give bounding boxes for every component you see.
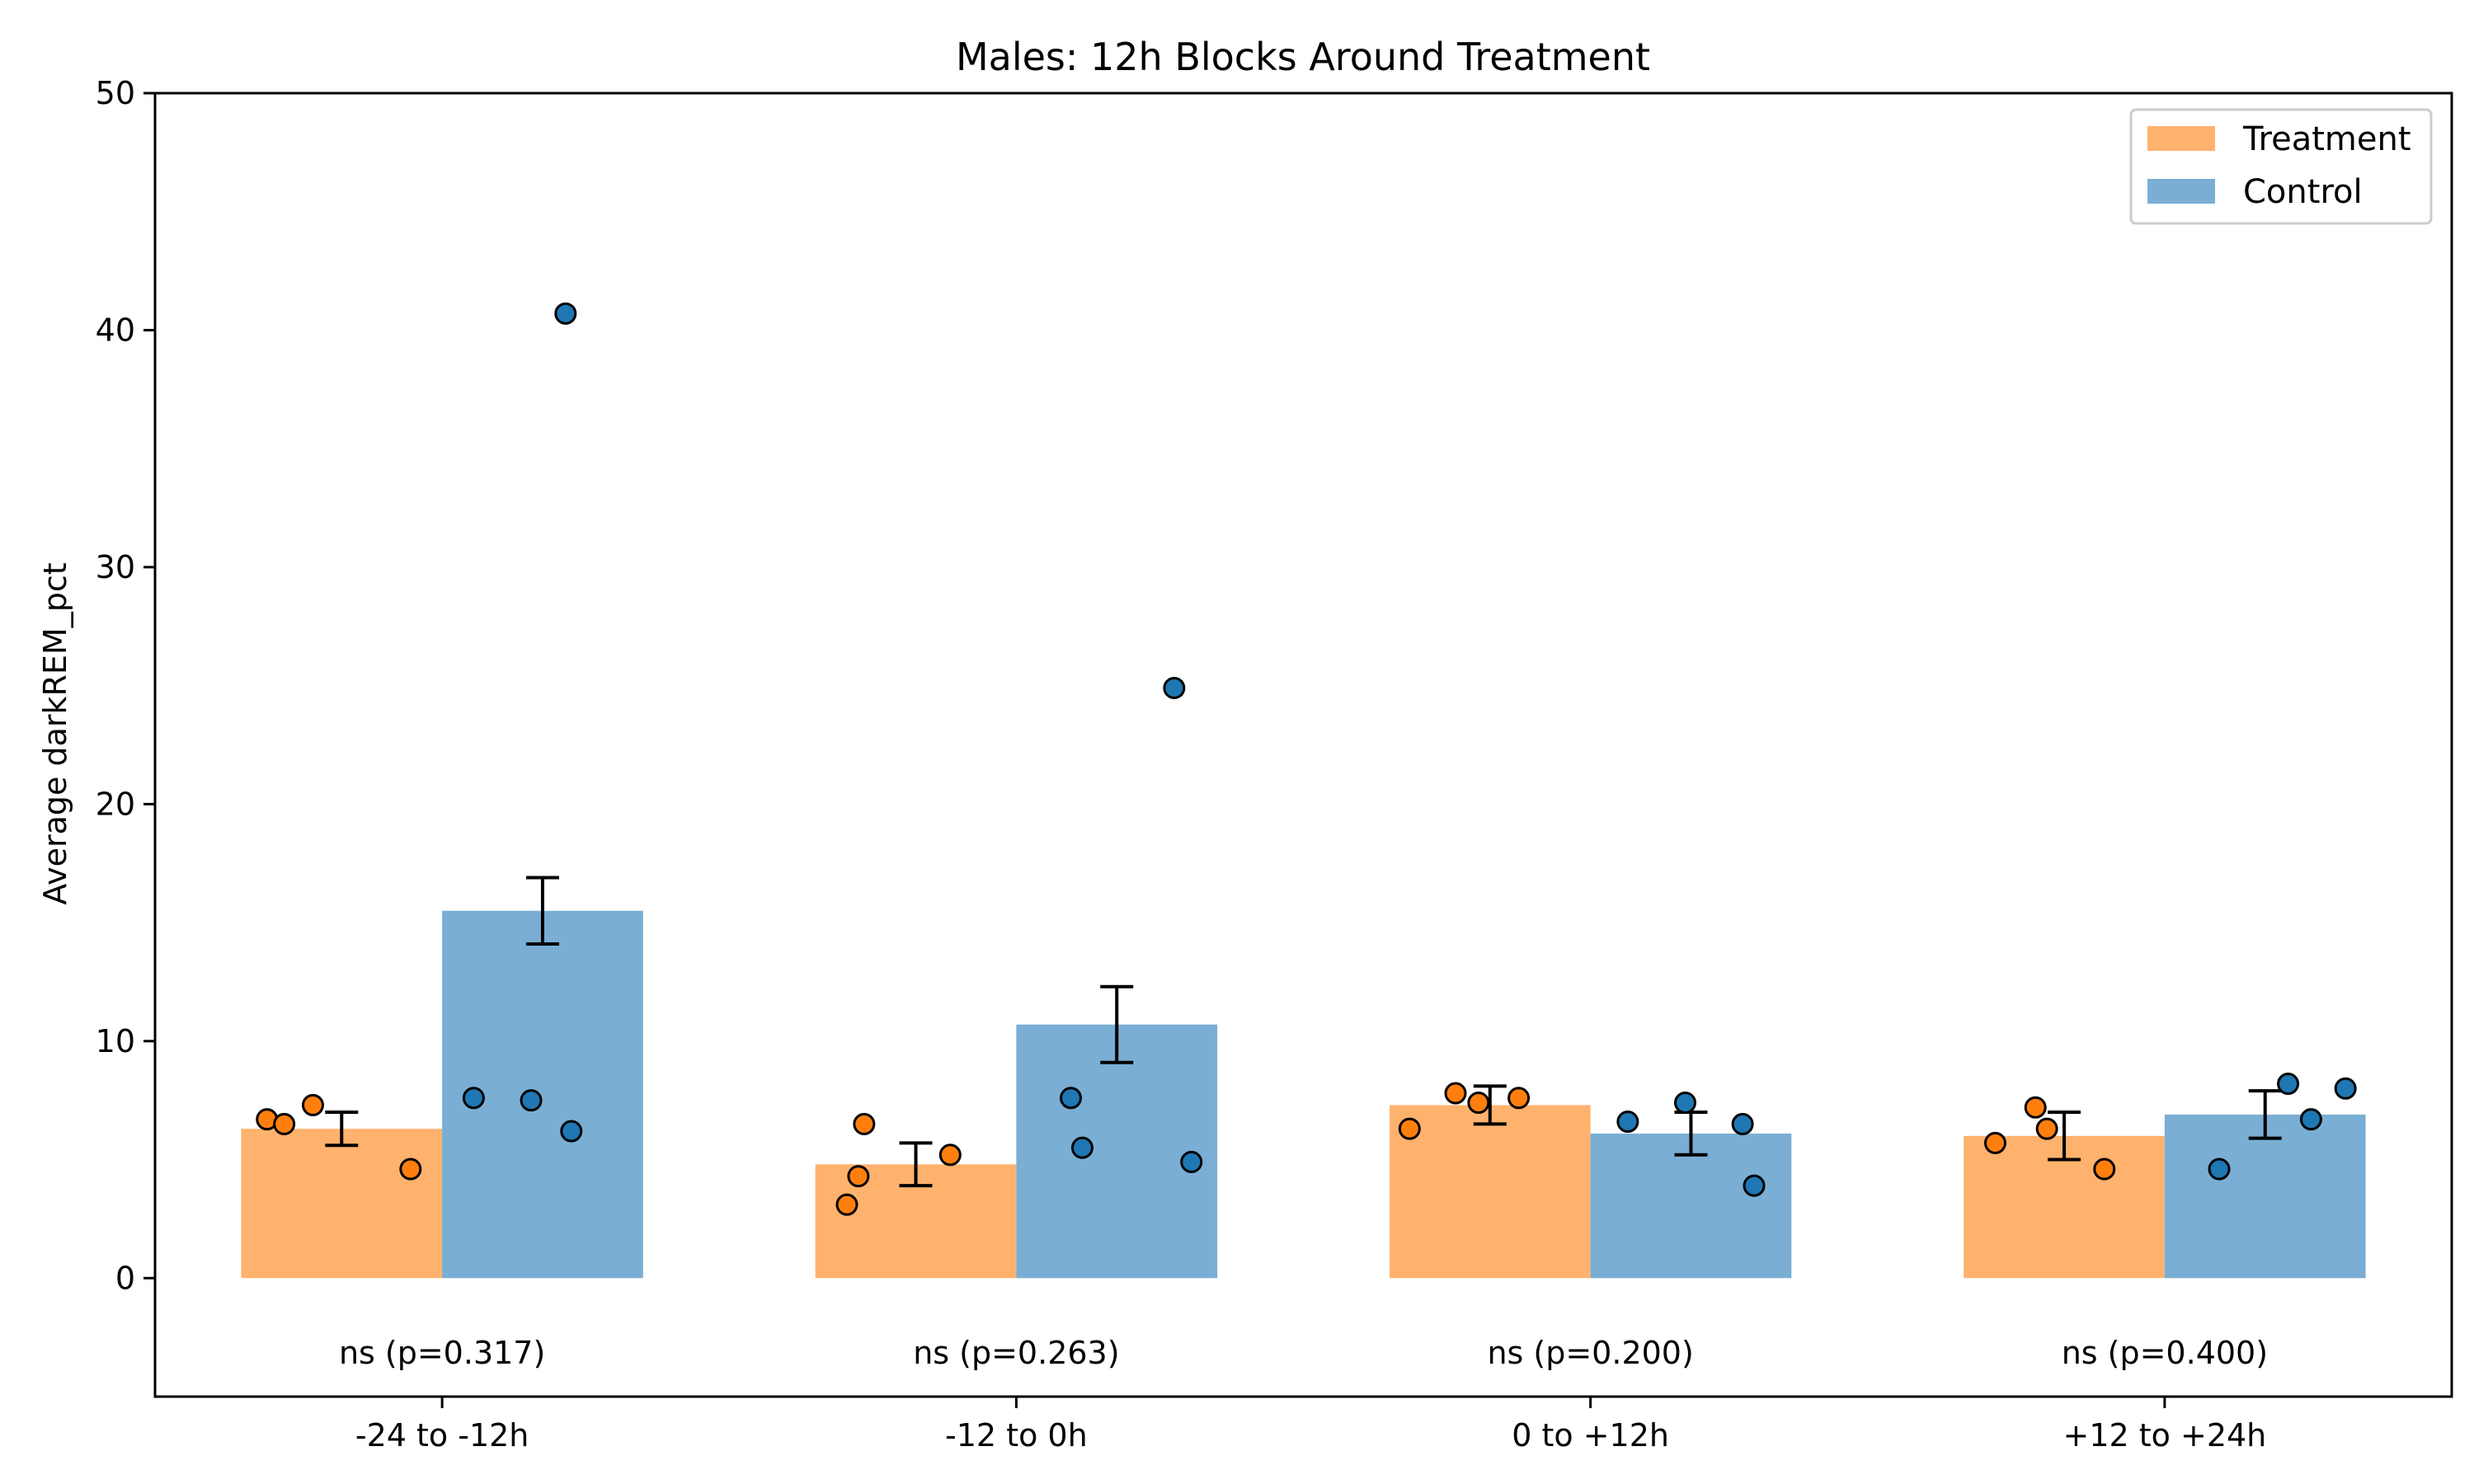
data-point-treatment-2-1 xyxy=(1444,1082,1467,1105)
data-point-control-0-2 xyxy=(554,302,577,325)
error-bar-control-0 xyxy=(525,876,559,946)
x-tick-label-0: -24 to -12h xyxy=(355,1417,529,1453)
significance-label-1: ns (p=0.263) xyxy=(913,1335,1119,1371)
error-bar-treatment-0 xyxy=(325,1111,359,1148)
error-bar-treatment-1 xyxy=(899,1141,933,1188)
y-tick-label-10: 10 xyxy=(96,1023,135,1059)
error-bars-layer xyxy=(325,876,2282,1188)
significance-label-0: ns (p=0.317) xyxy=(339,1335,545,1371)
data-point-control-2-0 xyxy=(1616,1111,1639,1134)
legend-label-control: Control xyxy=(2243,173,2363,211)
chart-title: Males: 12h Blocks Around Treatment xyxy=(956,35,1650,79)
data-point-treatment-2-2 xyxy=(1467,1092,1490,1115)
data-point-control-0-3 xyxy=(560,1120,583,1143)
data-point-treatment-1-1 xyxy=(847,1165,870,1188)
data-point-treatment-3-0 xyxy=(1983,1131,2006,1154)
data-point-control-2-2 xyxy=(1731,1112,1754,1135)
data-point-treatment-0-2 xyxy=(301,1093,324,1116)
error-bar-treatment-2 xyxy=(1473,1084,1507,1126)
x-tick-label-2: 0 to +12h xyxy=(1512,1417,1669,1453)
data-point-control-2-1 xyxy=(1674,1092,1697,1115)
data-point-control-0-1 xyxy=(520,1089,543,1112)
bar-control-1 xyxy=(1016,1024,1218,1279)
bar-control-3 xyxy=(2164,1114,2366,1279)
error-bar-control-1 xyxy=(1100,984,1134,1064)
y-tick-label-30: 30 xyxy=(96,549,135,585)
axes-layer: ns (p=0.317) ns (p=0.263) ns (p=0.200) ns (… xyxy=(96,75,2453,1453)
y-tick-label-20: 20 xyxy=(96,786,135,822)
data-point-treatment-1-2 xyxy=(853,1112,876,1135)
bar-control-2 xyxy=(1590,1133,1792,1279)
x-tick-label-1: -12 to 0h xyxy=(945,1417,1088,1453)
points-layer xyxy=(256,302,2357,1216)
significance-label-3: ns (p=0.400) xyxy=(2062,1335,2268,1371)
data-point-treatment-0-3 xyxy=(399,1158,422,1181)
data-point-treatment-3-2 xyxy=(2035,1117,2058,1140)
y-tick-label-0: 0 xyxy=(115,1260,135,1296)
error-bar-treatment-3 xyxy=(2048,1111,2081,1162)
legend-swatch-control xyxy=(2147,179,2215,204)
data-point-control-3-3 xyxy=(2334,1077,2357,1100)
bar-treatment-0 xyxy=(241,1129,443,1279)
data-point-control-1-0 xyxy=(1060,1087,1083,1110)
data-point-control-3-0 xyxy=(2208,1158,2231,1181)
data-point-control-3-2 xyxy=(2299,1108,2322,1131)
error-bar-control-3 xyxy=(2248,1089,2282,1140)
data-point-treatment-1-3 xyxy=(938,1144,962,1167)
x-tick-label-3: +12 to +24h xyxy=(2062,1417,2266,1453)
y-tick-label-50: 50 xyxy=(96,75,135,111)
data-point-treatment-2-0 xyxy=(1398,1117,1421,1140)
data-point-control-1-3 xyxy=(1180,1150,1203,1173)
data-point-control-0-0 xyxy=(462,1087,485,1110)
bar-treatment-2 xyxy=(1389,1105,1591,1279)
plot-frame xyxy=(153,92,2453,1398)
data-point-treatment-2-3 xyxy=(1507,1087,1531,1110)
significance-label-2: ns (p=0.200) xyxy=(1487,1335,1693,1371)
y-axis-label: Average darkREM_pct xyxy=(37,562,73,904)
data-point-treatment-3-1 xyxy=(2024,1096,2047,1119)
data-point-control-1-2 xyxy=(1163,677,1186,700)
y-tick-label-40: 40 xyxy=(96,312,135,348)
data-point-control-3-1 xyxy=(2277,1073,2300,1096)
legend: Treatment Control xyxy=(2129,108,2433,225)
legend-swatch-treatment xyxy=(2147,126,2215,151)
data-point-treatment-0-1 xyxy=(273,1112,296,1135)
data-point-control-2-3 xyxy=(1743,1174,1766,1197)
legend-label-treatment: Treatment xyxy=(2242,120,2411,158)
data-point-treatment-1-0 xyxy=(835,1193,858,1216)
data-point-treatment-3-3 xyxy=(2093,1158,2116,1181)
data-point-control-1-1 xyxy=(1070,1136,1094,1159)
bars-layer xyxy=(241,910,2366,1279)
